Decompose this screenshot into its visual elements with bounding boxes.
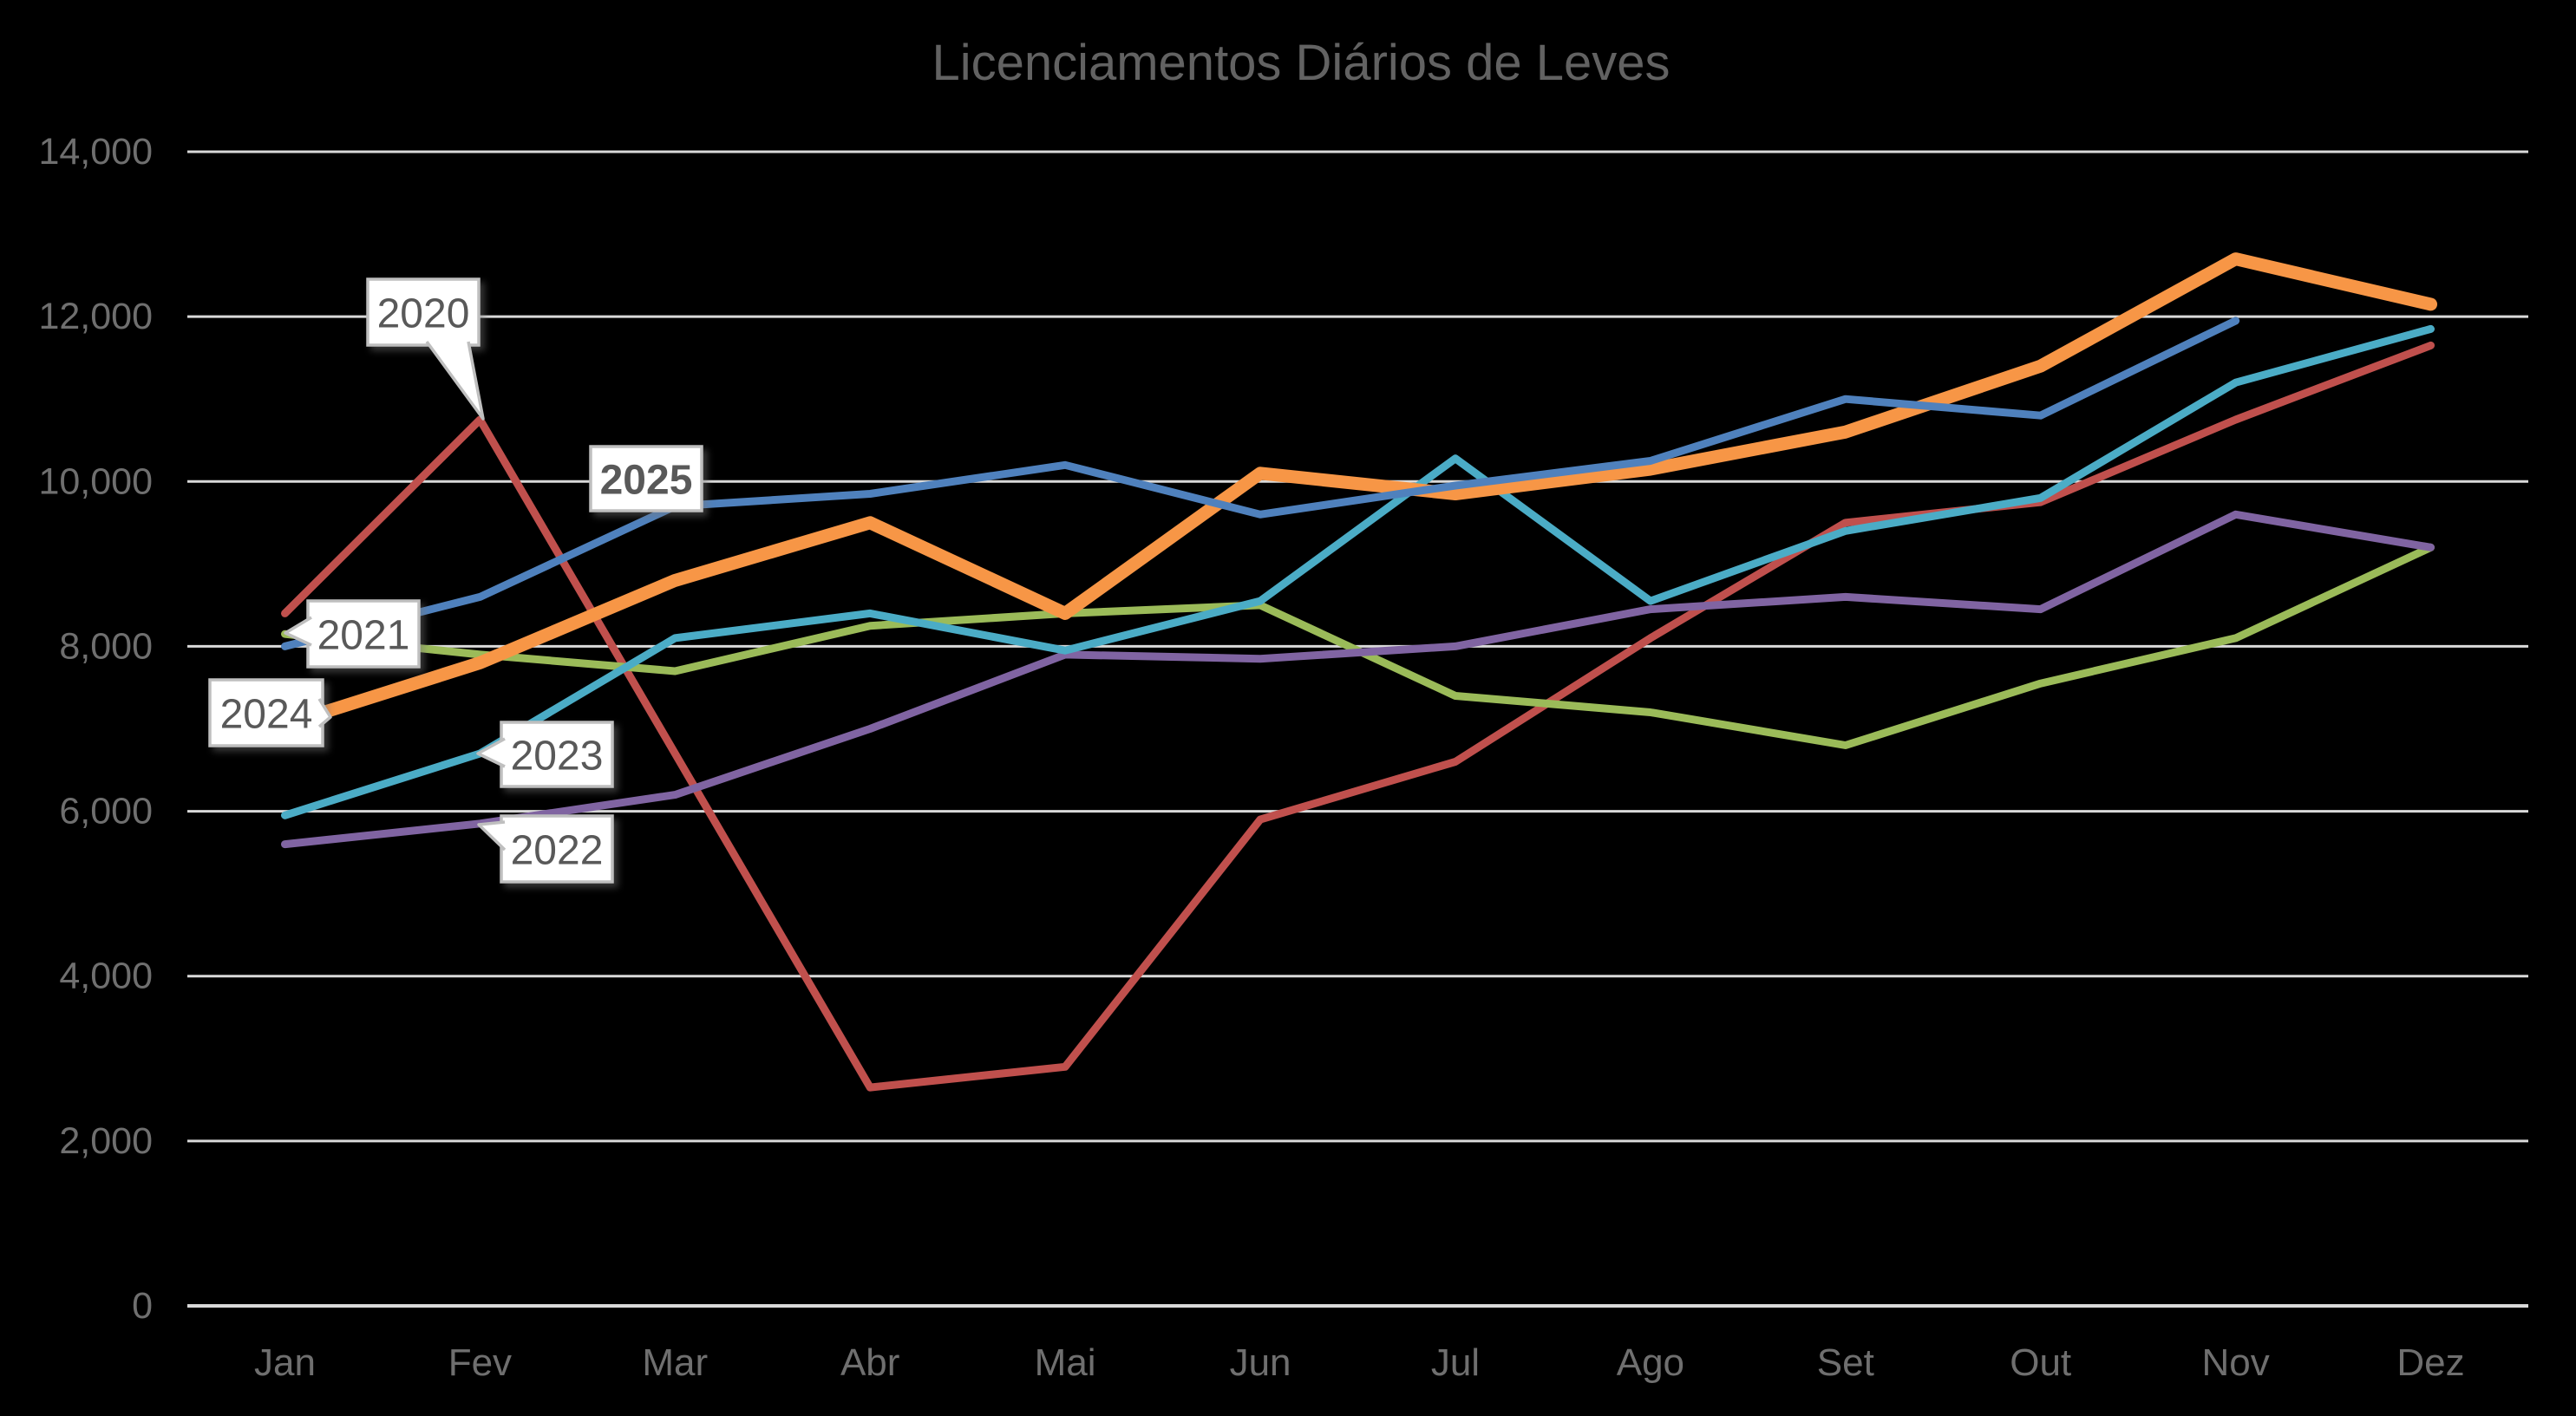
x-axis-tick-label: Mai [1035,1341,1096,1384]
callout-2023: 2023 [476,721,614,788]
callout-box [500,814,614,884]
x-axis-tick-label: Jul [1431,1341,1480,1384]
series-lines [278,252,2437,1092]
x-axis-tick-label: Set [1817,1341,1874,1384]
callout-label: 2022 [511,828,604,874]
y-axis-tick-label: 0 [132,1285,153,1327]
y-axis-tick-label: 2,000 [59,1120,153,1162]
callout-label: 2021 [317,613,410,659]
x-axis-tick-label: Mar [642,1341,708,1384]
callout-2024: 2024 [208,678,332,747]
callout-2021: 2021 [284,599,421,669]
callout-box [589,445,703,512]
x-axis-tick-label: Out [2010,1341,2071,1384]
x-axis-tick-label: Fev [448,1341,512,1384]
series-line-2022 [281,510,2435,849]
y-axis-tick-label: 10,000 [38,460,153,502]
y-axis-tick-label: 12,000 [38,296,153,337]
chart-title: Licenciamentos Diários de Leves [932,35,1670,91]
y-axis-tick-label: 14,000 [38,131,153,173]
callout-2025: 2025 [589,445,703,512]
x-axis-tick-label: Abr [840,1341,899,1384]
x-axis-tick-label: Dez [2396,1341,2464,1384]
callout-tail [284,616,312,647]
x-axis-tick-label: Nov [2202,1341,2270,1384]
callout-label: 2020 [377,291,470,337]
x-axis-tick-label: Ago [1617,1341,1684,1384]
y-axis-tick-label: 6,000 [59,791,153,832]
y-axis: 0 2,000 4,000 6,000 8,000 10,000 12,000 14,000 [38,131,153,1327]
y-axis-tick-label: 4,000 [59,956,153,997]
callout-tail [425,340,485,421]
callout-box [306,599,421,669]
callout-box [366,277,481,347]
x-axis-tick-label: Jan [254,1341,316,1384]
callout-tail [477,820,507,852]
callout-2020: 2020 [366,277,485,421]
callout-tail [476,737,506,768]
series-line-2025 [281,316,2240,650]
callout-tail [317,698,332,728]
callout-label: 2024 [220,692,313,738]
callout-label: 2023 [511,734,604,780]
series-line-2023 [281,324,2435,819]
x-axis: Jan Fev Mar Abr Mai Jun Jul Ago Set Out Nov Dez [254,1341,2465,1384]
callout-label: 2025 [600,458,693,504]
y-axis-tick-label: 8,000 [59,625,153,667]
callout-2022: 2022 [477,814,614,884]
series-line-2024 [278,252,2437,732]
x-axis-tick-label: Jun [1230,1341,1291,1384]
series-line-2020 [281,341,2435,1092]
